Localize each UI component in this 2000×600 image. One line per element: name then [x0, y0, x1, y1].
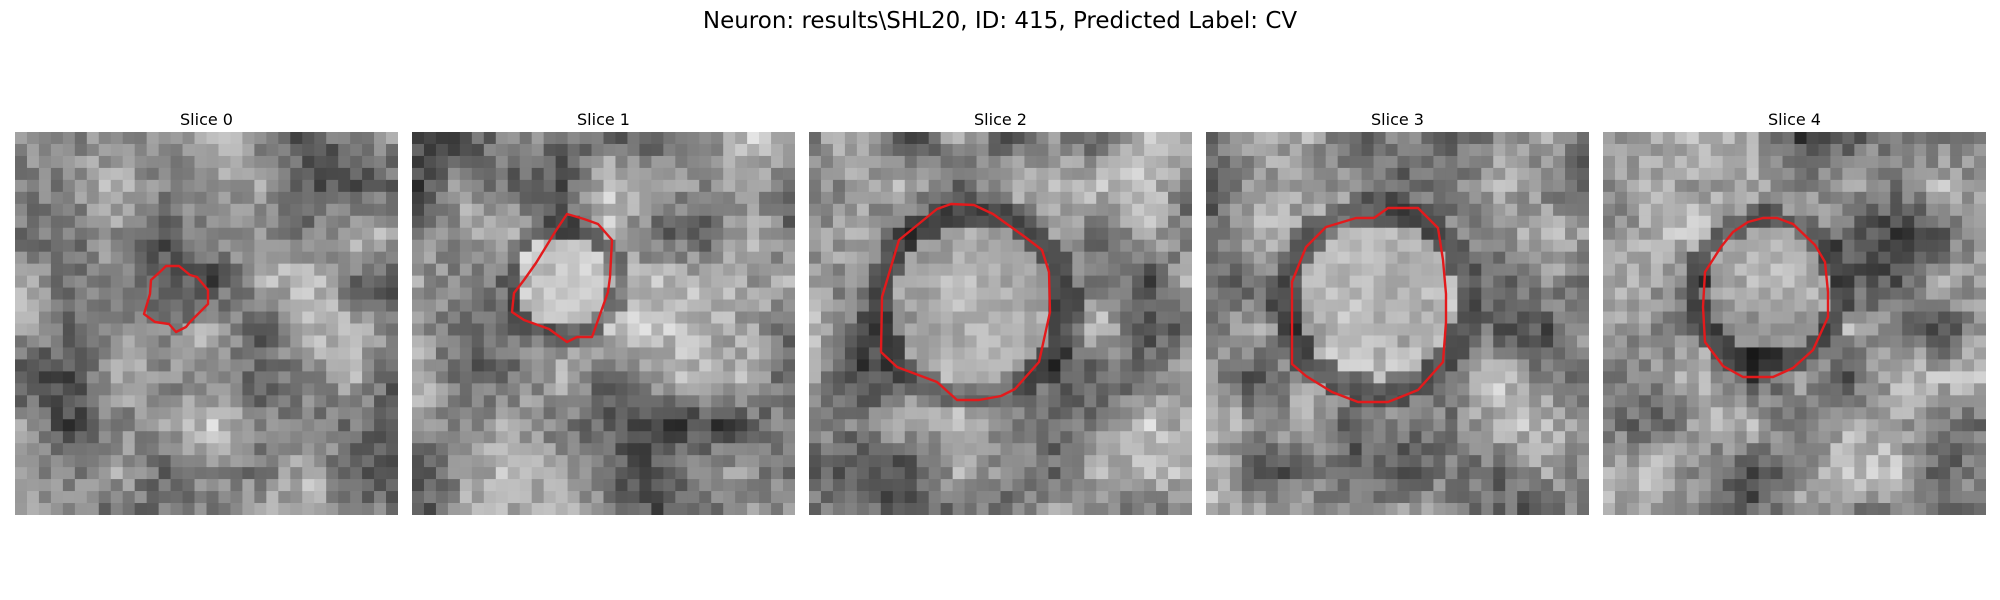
roi-contour — [879, 202, 1052, 402]
slice-image — [1206, 132, 1589, 515]
slice-title: Slice 4 — [1768, 110, 1821, 129]
pixel-grid — [15, 132, 398, 515]
slice-title: Slice 3 — [1371, 110, 1424, 129]
slice-image — [809, 132, 1192, 515]
slice-image — [412, 132, 795, 515]
pixel-grid — [1206, 132, 1589, 515]
pixel-grid — [1603, 132, 1986, 515]
slice-title: Slice 0 — [180, 110, 233, 129]
slice-panel-1: Slice 1 — [412, 108, 795, 515]
slice-title: Slice 2 — [974, 110, 1027, 129]
slice-title: Slice 1 — [577, 110, 630, 129]
pixel-grid — [809, 132, 1192, 515]
roi-contour — [142, 264, 210, 334]
roi-contour — [1290, 206, 1448, 404]
figure-title: Neuron: results\SHL20, ID: 415, Predicte… — [702, 8, 1298, 34]
slice-panel-3: Slice 3 — [1206, 108, 1589, 515]
roi-contour — [1701, 216, 1830, 379]
slice-panel-2: Slice 2 — [809, 108, 1192, 515]
slice-image — [15, 132, 398, 515]
roi-contour — [510, 212, 614, 344]
slice-panel-0: Slice 0 — [15, 108, 398, 515]
slice-image — [1603, 132, 1986, 515]
pixel-grid — [412, 132, 795, 515]
slice-panel-4: Slice 4 — [1603, 108, 1986, 515]
